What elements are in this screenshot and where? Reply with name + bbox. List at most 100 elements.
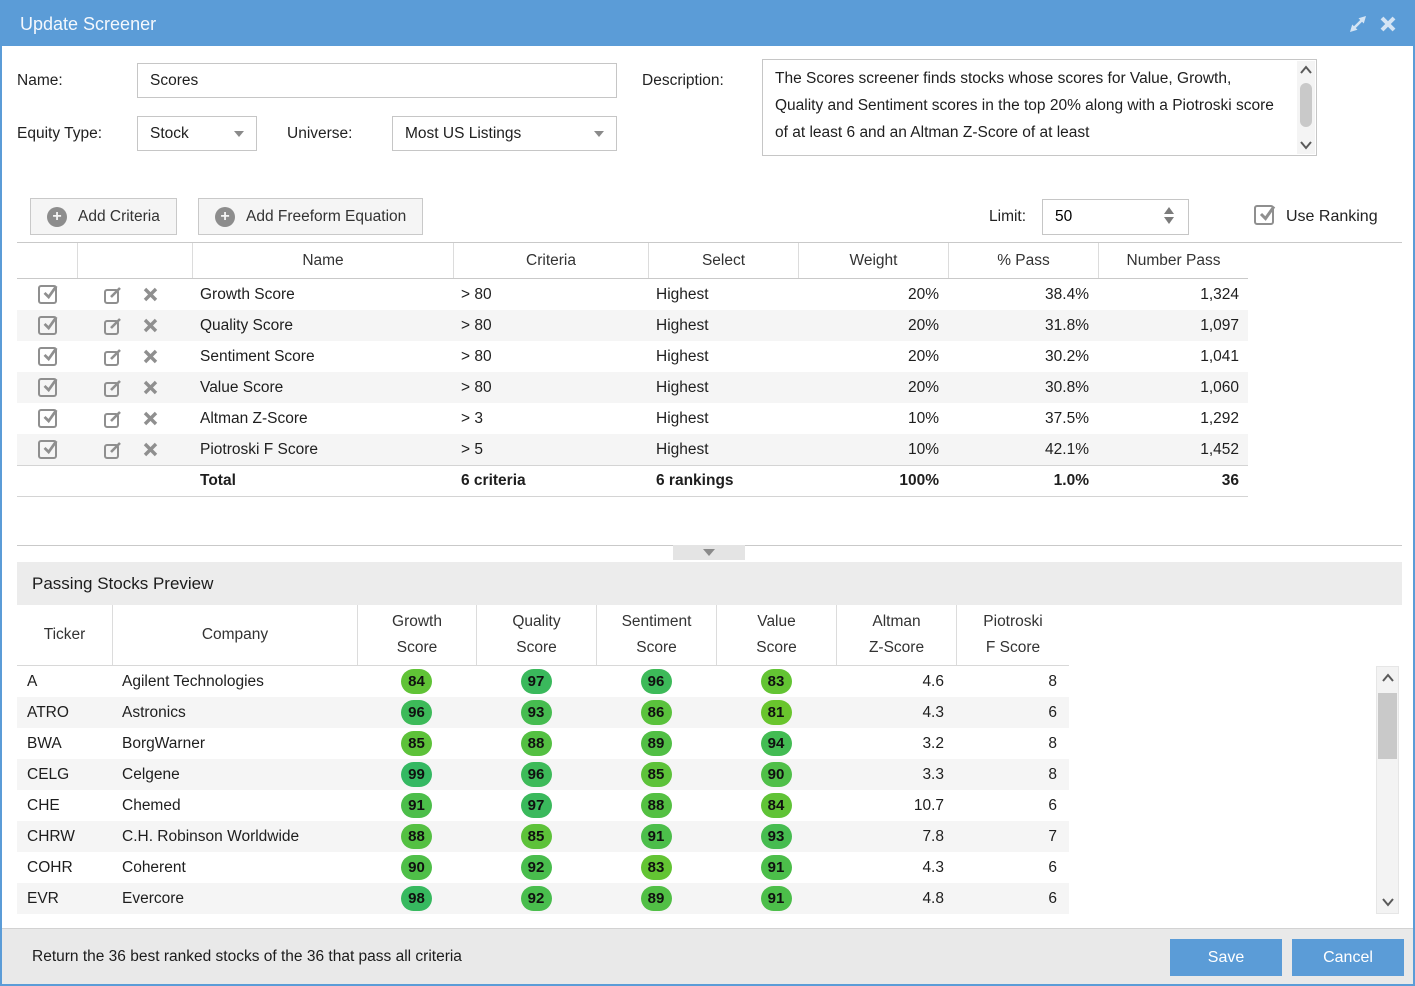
expand-icon[interactable] — [1349, 15, 1367, 33]
growth-score-badge: 99 — [401, 762, 432, 787]
quality-score-badge: 97 — [520, 669, 552, 694]
equity-type-label: Equity Type: — [17, 125, 103, 142]
delete-x-icon — [143, 318, 158, 333]
criterion-enabled-checkbox[interactable] — [37, 316, 57, 335]
quality-score-badge: 92 — [520, 886, 552, 911]
delete-criterion-button[interactable] — [143, 442, 158, 457]
quality-score-badge: 92 — [520, 855, 552, 880]
criteria-table-row: Piotroski F Score > 5 Highest 10% 42.1% … — [17, 434, 1248, 465]
collapse-panel-handle[interactable] — [673, 545, 745, 560]
stock-company: Astronics — [122, 703, 186, 721]
table-top-divider — [17, 242, 1402, 243]
growth-score-badge: 90 — [401, 855, 432, 880]
stocks-scrollbar[interactable] — [1376, 666, 1399, 914]
criterion-name: Piotroski F Score — [200, 440, 319, 458]
criteria-total-row: Total 6 criteria 6 rankings 100% 1.0% 36 — [17, 465, 1248, 497]
scroll-down-icon[interactable] — [1299, 140, 1313, 150]
chevron-down-icon — [594, 130, 604, 137]
limit-label: Limit: — [989, 208, 1027, 225]
stock-row: COHR Coherent 90 92 83 91 4.3 6 — [17, 852, 1069, 883]
criterion-enabled-checkbox[interactable] — [37, 409, 57, 428]
description-textarea[interactable]: The Scores screener finds stocks whose s… — [762, 59, 1317, 156]
description-scrollbar[interactable] — [1297, 61, 1315, 154]
criteria-header-select: Select — [648, 243, 798, 278]
universe-select[interactable]: Most US Listings — [392, 116, 617, 151]
scroll-up-icon[interactable] — [1381, 673, 1395, 683]
scroll-up-icon[interactable] — [1299, 65, 1313, 75]
stock-company: C.H. Robinson Worldwide — [122, 827, 300, 845]
stock-altman-z-score: 4.6 — [922, 672, 944, 690]
limit-stepper[interactable] — [1042, 199, 1189, 235]
stocks-scrollbar-thumb[interactable] — [1378, 693, 1397, 759]
add-freeform-equation-button[interactable]: + Add Freeform Equation — [198, 198, 424, 235]
criterion-number-pass: 1,452 — [1200, 440, 1239, 458]
criterion-select: Highest — [656, 285, 709, 303]
delete-criterion-button[interactable] — [143, 380, 158, 395]
criteria-table-row: Altman Z-Score > 3 Highest 10% 37.5% 1,2… — [17, 403, 1248, 434]
edit-criterion-button[interactable] — [103, 378, 123, 398]
criterion-formula: > 3 — [461, 409, 483, 427]
stock-company: Evercore — [122, 889, 185, 907]
edit-criterion-button[interactable] — [103, 347, 123, 367]
quality-score-badge: 85 — [520, 824, 552, 849]
equity-type-select[interactable]: Stock — [137, 116, 257, 151]
delete-criterion-button[interactable] — [143, 287, 158, 302]
scroll-down-icon[interactable] — [1381, 897, 1395, 907]
plus-icon: + — [215, 206, 235, 227]
value-score-badge: 90 — [760, 762, 792, 787]
edit-criterion-button[interactable] — [103, 285, 123, 305]
stepper-down-icon[interactable] — [1164, 217, 1174, 224]
growth-score-badge: 98 — [401, 886, 432, 911]
limit-input[interactable] — [1043, 208, 1143, 226]
stocks-table-header: Ticker Company Growth Score Quality Scor… — [17, 605, 1069, 666]
sentiment-score-badge: 85 — [640, 762, 672, 787]
delete-criterion-button[interactable] — [143, 318, 158, 333]
delete-criterion-button[interactable] — [143, 411, 158, 426]
stock-ticker: A — [27, 672, 38, 690]
edit-criterion-button[interactable] — [103, 440, 123, 460]
description-scrollbar-thumb[interactable] — [1300, 83, 1312, 127]
chevron-down-icon — [234, 130, 244, 137]
stocks-header-quality: Quality Score — [476, 605, 596, 665]
close-icon[interactable] — [1379, 15, 1397, 33]
growth-score-badge: 96 — [401, 700, 432, 725]
stock-row: EVR Evercore 98 92 89 91 4.8 6 — [17, 883, 1069, 914]
checkmark-icon — [43, 409, 57, 424]
name-label: Name: — [17, 72, 63, 89]
dialog-title: Update Screener — [20, 14, 157, 34]
save-button[interactable]: Save — [1170, 939, 1282, 976]
checkmark-icon — [43, 347, 57, 362]
criteria-table-body: Growth Score > 80 Highest 20% 38.4% 1,32… — [17, 279, 1248, 465]
criterion-formula: > 80 — [461, 378, 492, 396]
use-ranking-checkbox[interactable] — [1254, 205, 1276, 225]
header-actions-col — [77, 243, 192, 278]
stock-company: BorgWarner — [122, 734, 205, 752]
name-input[interactable] — [137, 63, 617, 98]
criterion-weight: 10% — [907, 409, 939, 427]
quality-score-badge: 97 — [520, 793, 552, 818]
stock-piotroski-f-score: 8 — [1048, 672, 1057, 690]
stepper-up-icon[interactable] — [1164, 207, 1174, 214]
edit-pencil-icon — [104, 410, 121, 428]
criterion-enabled-checkbox[interactable] — [37, 440, 57, 459]
cancel-button[interactable]: Cancel — [1292, 939, 1404, 976]
criterion-enabled-checkbox[interactable] — [37, 285, 57, 304]
add-criteria-button[interactable]: + Add Criteria — [30, 198, 177, 235]
criterion-number-pass: 1,292 — [1200, 409, 1239, 427]
edit-criterion-button[interactable] — [103, 316, 123, 336]
criterion-name: Sentiment Score — [200, 347, 315, 365]
stepper-arrows[interactable] — [1164, 207, 1174, 224]
criteria-header-weight: Weight — [798, 243, 948, 278]
growth-score-badge: 84 — [401, 669, 432, 694]
edit-criterion-button[interactable] — [103, 409, 123, 429]
criterion-enabled-checkbox[interactable] — [37, 378, 57, 397]
criterion-enabled-checkbox[interactable] — [37, 347, 57, 366]
stock-row: CHRW C.H. Robinson Worldwide 88 85 91 93… — [17, 821, 1069, 852]
header-checkbox-col — [17, 243, 77, 278]
stock-piotroski-f-score: 8 — [1048, 734, 1057, 752]
criterion-pct-pass: 37.5% — [1045, 409, 1089, 427]
total-weight: 100% — [899, 472, 939, 489]
delete-criterion-button[interactable] — [143, 349, 158, 364]
total-criteria: 6 criteria — [461, 472, 526, 489]
criteria-table-row: Value Score > 80 Highest 20% 30.8% 1,060 — [17, 372, 1248, 403]
